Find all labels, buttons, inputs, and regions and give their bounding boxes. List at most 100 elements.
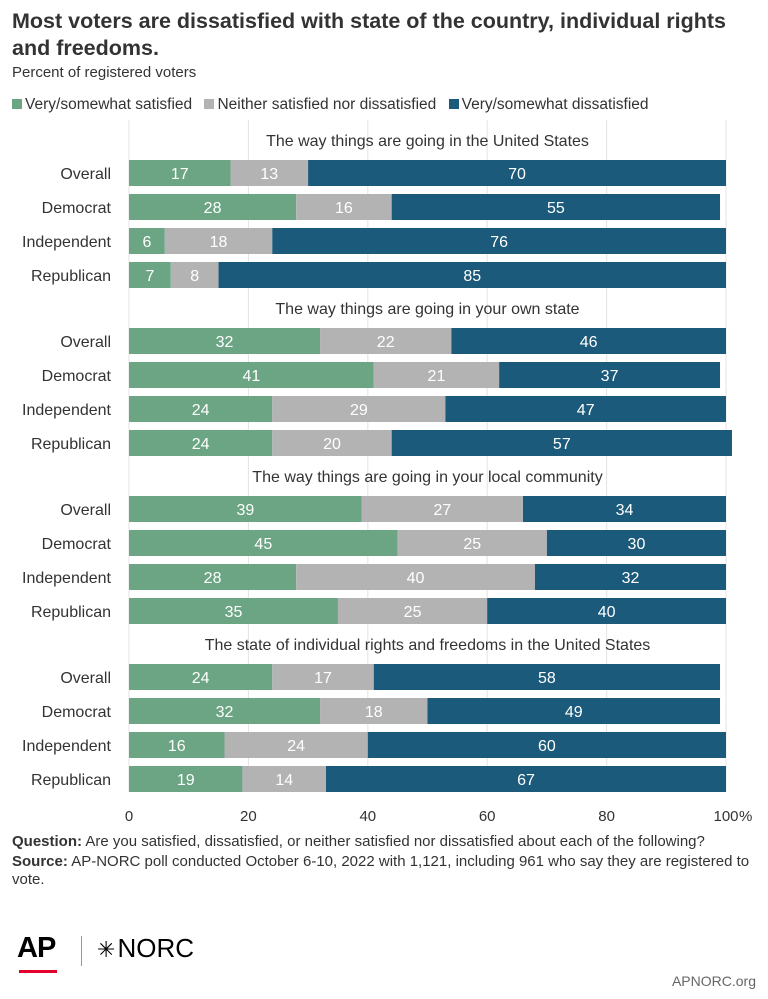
bar-segment-neither <box>272 430 392 456</box>
x-tick-label-100: 100 <box>713 808 738 825</box>
x-tick-label-40: 40 <box>359 808 376 825</box>
data-label-neither: 27 <box>434 502 452 519</box>
legend-label-dissatisfied: Very/somewhat dissatisfied <box>461 96 649 113</box>
row-label-independent: Independent <box>22 738 112 755</box>
data-label-dissatisfied: 37 <box>601 368 619 385</box>
bar-segment-neither <box>397 530 547 556</box>
bar-segment-neither <box>320 328 452 354</box>
legend-item-satisfied: Very/somewhat satisfied <box>12 96 192 114</box>
bar-segment-satisfied <box>129 194 297 220</box>
bar-segment-dissatisfied <box>499 362 721 388</box>
data-label-neither: 22 <box>377 334 395 351</box>
data-label-satisfied: 6 <box>142 234 151 251</box>
bar-segment-dissatisfied <box>546 530 726 556</box>
norc-logo: ✳NORC <box>97 933 194 964</box>
bar-segment-satisfied <box>129 362 374 388</box>
bar-segment-neither <box>230 160 309 186</box>
question-text: Are you satisfied, dissatisfied, or neit… <box>85 833 705 850</box>
row-label-independent: Independent <box>22 234 112 251</box>
data-label-neither: 24 <box>287 738 305 755</box>
data-label-satisfied: 45 <box>254 536 272 553</box>
x-tick-label-60: 60 <box>479 808 496 825</box>
legend-label-satisfied: Very/somewhat satisfied <box>25 96 193 113</box>
data-label-satisfied: 39 <box>237 502 255 519</box>
bar-segment-neither <box>242 766 327 792</box>
data-label-dissatisfied: 49 <box>565 704 583 721</box>
row-label-republican: Republican <box>31 268 111 285</box>
data-label-satisfied: 28 <box>204 200 222 217</box>
bar-segment-satisfied <box>129 160 231 186</box>
bar-segment-neither <box>337 598 488 624</box>
legend-label-neither: Neither satisfied nor dissatisfied <box>217 96 437 113</box>
data-label-satisfied: 24 <box>192 670 210 687</box>
data-label-satisfied: 16 <box>168 738 186 755</box>
x-axis-unit: % <box>739 808 752 825</box>
data-label-dissatisfied: 70 <box>508 166 526 183</box>
legend-item-dissatisfied: Very/somewhat dissatisfied <box>448 96 649 114</box>
data-label-neither: 18 <box>210 234 228 251</box>
ap-logo-underline <box>19 970 57 973</box>
row-label-independent: Independent <box>22 570 112 587</box>
bar-segment-satisfied <box>129 496 362 522</box>
bar-segment-satisfied <box>129 698 321 724</box>
data-label-neither: 17 <box>314 670 332 687</box>
row-label-republican: Republican <box>31 604 111 621</box>
group-title-1: The way things are going in the United S… <box>266 133 589 150</box>
row-label-independent: Independent <box>22 402 112 419</box>
data-label-satisfied: 7 <box>145 268 154 285</box>
x-tick-label-0: 0 <box>125 808 133 825</box>
data-label-dissatisfied: 60 <box>538 738 556 755</box>
norc-logo-text: NORC <box>117 933 194 963</box>
bar-segment-dissatisfied <box>272 228 726 254</box>
data-label-neither: 29 <box>350 402 368 419</box>
data-label-satisfied: 17 <box>171 166 189 183</box>
data-label-satisfied: 24 <box>192 436 210 453</box>
bar-segment-neither <box>296 564 535 590</box>
legend-swatch-satisfied <box>12 99 22 109</box>
data-label-dissatisfied: 34 <box>616 502 634 519</box>
data-label-satisfied: 32 <box>216 704 234 721</box>
data-label-dissatisfied: 57 <box>553 436 571 453</box>
data-label-neither: 21 <box>428 368 446 385</box>
data-label-satisfied: 35 <box>225 604 243 621</box>
bar-segment-neither <box>272 664 374 690</box>
bar-segment-dissatisfied <box>534 564 726 590</box>
bar-segment-dissatisfied <box>487 598 726 624</box>
bar-segment-dissatisfied <box>523 496 726 522</box>
bar-segment-satisfied <box>129 328 321 354</box>
stacked-bar-chart: The way things are going in the United S… <box>22 120 752 825</box>
question-note: Question: Are you satisfied, dissatisfie… <box>12 833 752 852</box>
data-label-dissatisfied: 58 <box>538 670 556 687</box>
x-tick-label-20: 20 <box>240 808 257 825</box>
footnote: Question: Are you satisfied, dissatisfie… <box>12 833 752 891</box>
row-label-overall: Overall <box>60 334 111 351</box>
bar-segment-dissatisfied <box>326 766 726 792</box>
data-label-neither: 14 <box>275 772 293 789</box>
bar-segment-neither <box>373 362 500 388</box>
row-label-democrat: Democrat <box>42 200 112 217</box>
source-label: Source: <box>12 852 68 870</box>
bar-segment-satisfied <box>129 262 171 288</box>
bar-segment-dissatisfied <box>391 194 721 220</box>
data-label-satisfied: 32 <box>216 334 234 351</box>
row-label-democrat: Democrat <box>42 536 112 553</box>
data-label-dissatisfied: 85 <box>463 268 481 285</box>
group-title-2: The way things are going in your own sta… <box>275 301 579 318</box>
bar-segment-satisfied <box>129 228 165 254</box>
data-label-dissatisfied: 32 <box>622 570 640 587</box>
bar-segment-dissatisfied <box>427 698 721 724</box>
bar-segment-satisfied <box>129 732 225 758</box>
source-note: Source: AP-NORC poll conducted October 6… <box>12 853 752 890</box>
row-label-overall: Overall <box>60 502 111 519</box>
row-label-republican: Republican <box>31 772 111 789</box>
data-label-satisfied: 28 <box>204 570 222 587</box>
bar-segment-dissatisfied <box>391 430 732 456</box>
bar-segment-satisfied <box>129 664 273 690</box>
bar-segment-neither <box>272 396 446 422</box>
row-label-overall: Overall <box>60 166 111 183</box>
bar-segment-neither <box>164 228 273 254</box>
source-text: AP-NORC poll conducted October 6-10, 202… <box>12 852 750 889</box>
chart-title: Most voters are dissatisfied with state … <box>12 9 727 60</box>
legend: Very/somewhat satisfied Neither satisfie… <box>12 96 649 114</box>
